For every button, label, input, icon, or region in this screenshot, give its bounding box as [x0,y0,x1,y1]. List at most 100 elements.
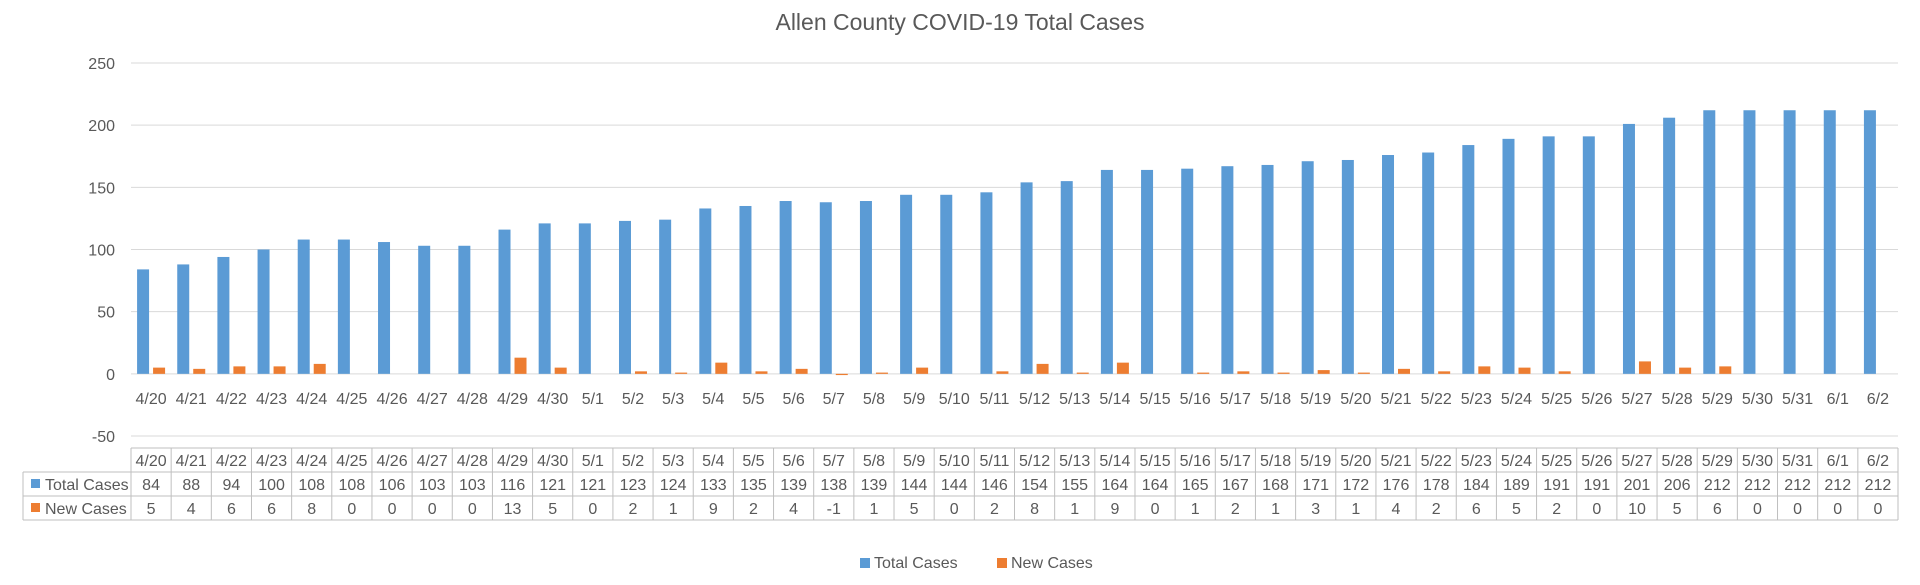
x-tick-label: 4/26 [376,391,407,408]
table-header-cell: 4/22 [216,453,247,470]
table-header-cell: 5/9 [903,453,925,470]
x-tick-label: 5/15 [1139,391,1170,408]
table-cell: 6 [227,501,236,518]
x-tick-label: 5/5 [742,391,764,408]
table-header-cell: 5/3 [662,453,684,470]
table-cell: 201 [1624,477,1651,494]
bar-new-cases [1438,371,1451,374]
table-cell: 0 [428,501,437,518]
table-header-cell: 5/22 [1421,453,1452,470]
table-cell: 5 [1512,501,1521,518]
bar-total-cases [739,205,752,374]
table-header-cell: 5/31 [1782,453,1813,470]
table-cell: 1 [1191,501,1200,518]
table-header-cell: 5/8 [863,453,885,470]
table-cell: 108 [339,477,366,494]
table-cell: 121 [539,477,566,494]
x-tick-label: 5/9 [903,391,925,408]
bar-total-cases [217,256,230,374]
bar-total-cases [1823,110,1836,374]
bar-total-cases [1622,123,1635,374]
table-cell: 4 [789,501,798,518]
table-header-cell: 5/13 [1059,453,1090,470]
table-header-cell: 5/24 [1501,453,1532,470]
table-cell: 176 [1383,477,1410,494]
bar-new-cases [675,372,688,374]
bar-new-cases [554,367,567,374]
table-cell: 1 [669,501,678,518]
x-tick-label: 5/22 [1421,391,1452,408]
x-tick-label: 4/20 [136,391,167,408]
table-cell: 2 [1231,501,1240,518]
table-cell: 116 [500,477,526,494]
y-tick-label: 100 [88,243,115,260]
bar-total-cases [538,223,551,374]
table-cell: 206 [1664,477,1691,494]
x-tick-label: 4/25 [336,391,367,408]
table-header-cell: 4/20 [136,453,167,470]
x-axis-ticks: 4/20 4/21 4/22 4/23 4/24 4/25 4/26 4/27 4/28 4/29… [136,391,1890,408]
bar-new-cases [1357,372,1370,374]
table-cell: 2 [629,501,638,518]
table-header-cell: 5/12 [1019,453,1050,470]
table-header-cell: 5/10 [939,453,970,470]
bar-total-cases [1783,110,1796,374]
bar-total-cases [1743,110,1756,374]
bar-new-cases [1719,366,1732,374]
table-cell: 0 [1873,501,1882,518]
bar-new-cases [916,367,929,374]
x-tick-label: 5/11 [979,391,1009,408]
bar-new-cases [1638,361,1651,374]
table-cell: 106 [379,477,406,494]
legend-swatch [860,558,870,568]
table-cell: 184 [1463,477,1490,494]
table-header-cell: 5/16 [1180,453,1211,470]
table-header-cell: 4/27 [417,453,448,470]
table-header-cell: 4/24 [296,453,327,470]
x-tick-label: 5/30 [1742,391,1773,408]
table-header-cell: 4/30 [537,453,568,470]
x-tick-label: 5/20 [1340,391,1371,408]
legend: Total Cases New Cases [860,555,1093,572]
table-cell: 139 [861,477,888,494]
table-cell: 94 [222,477,240,494]
table-cell: 123 [620,477,647,494]
table-cell: 0 [1753,501,1762,518]
table-cell: 144 [941,477,968,494]
x-tick-label: 5/31 [1782,391,1813,408]
table-cell: 88 [182,477,200,494]
bar-new-cases [1478,366,1491,374]
y-tick-label: 200 [88,118,115,135]
x-tick-label: 4/30 [537,391,568,408]
table-cell: 0 [1151,501,1160,518]
bar-new-cases [1197,372,1210,374]
table-header-cell: 5/29 [1702,453,1733,470]
table-cell: 172 [1343,477,1370,494]
table-header-cell: 6/1 [1827,453,1849,470]
table-cell: 135 [740,477,767,494]
table-header-cell: 5/2 [622,453,644,470]
x-tick-label: 5/4 [702,391,724,408]
legend-label: Total Cases [874,555,958,572]
table-cell: 189 [1503,477,1530,494]
table-header-cell: 5/28 [1662,453,1693,470]
x-tick-label: 5/24 [1501,391,1532,408]
table-cell: 103 [459,477,486,494]
table-header-cell: 5/6 [783,453,805,470]
x-tick-label: 6/1 [1827,391,1849,408]
bar-total-cases [980,192,993,374]
table-cell: 155 [1061,477,1088,494]
x-tick-label: 4/24 [296,391,327,408]
table-header-cell: 4/23 [256,453,287,470]
table-cell: 212 [1744,477,1771,494]
table-cell: 6 [1713,501,1722,518]
table-cell: 146 [981,477,1008,494]
table-cell: 9 [1110,501,1119,518]
x-tick-label: 5/29 [1702,391,1733,408]
table-cell: 0 [1793,501,1802,518]
table-cell: 8 [307,501,316,518]
legend-swatch [997,558,1007,568]
table-header-cell: 5/27 [1621,453,1652,470]
bar-total-cases [819,202,832,374]
table-cell: 178 [1423,477,1450,494]
